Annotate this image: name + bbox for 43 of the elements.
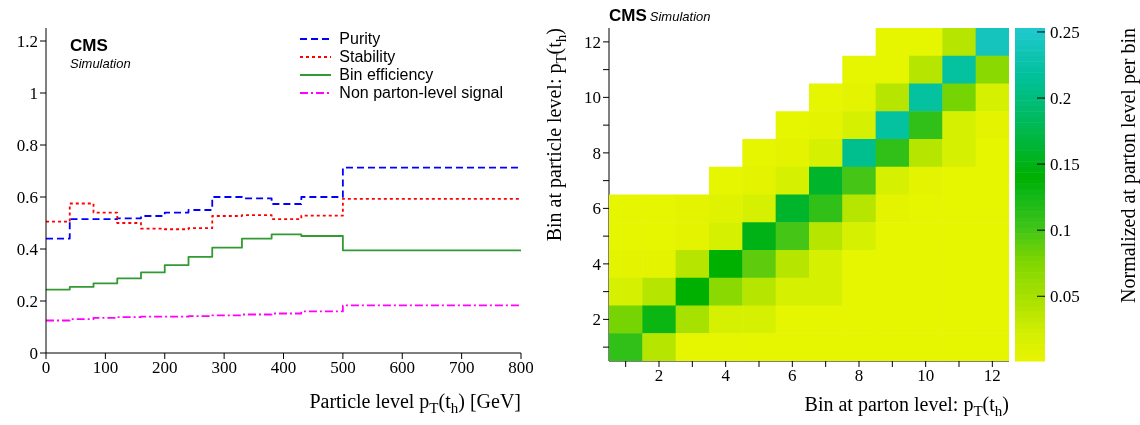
x-tick-label: 6 [788,366,797,386]
x-axis-title: Bin at parton level: p$_{T}$(t$_{h}$) [804,393,1009,419]
y-tick-label: 1 [29,84,38,104]
x-tick-label: 800 [508,358,534,378]
y-tick-label: 0.2 [16,292,38,312]
legend-label: Stability [339,48,396,66]
x-tick-label: 600 [389,358,415,378]
color-bar-label: 0.25 [1050,22,1080,42]
color-bar-title: Normalized at parton level per bin [1117,28,1140,303]
chart-subtitle: Simulation [649,9,711,24]
y-tick-label: 6 [592,199,601,219]
x-tick-label: 400 [270,358,297,378]
color-bar-label: 0.05 [1050,287,1080,307]
x-tick-label: 10 [917,366,935,386]
chart-title: CMS [609,6,647,26]
text: Simulation [70,56,131,71]
x-tick-label: 100 [92,358,119,378]
x-tick-label: 4 [721,366,731,386]
x-tick-label: 500 [330,358,356,378]
x-tick-label: 700 [448,358,475,378]
y-tick-label: 4 [592,254,602,274]
y-tick-label: 1.2 [16,32,38,52]
y-tick-label: 0.6 [16,188,38,208]
color-bar-label: 0.2 [1050,89,1072,109]
legend-label: Non parton-level signal [339,84,503,102]
legend-label: Purity [339,30,381,48]
x-tick-label: 200 [152,358,178,378]
color-bar-label: 0.1 [1050,221,1072,241]
color-bar-label: 0.15 [1050,155,1080,175]
y-tick-label: 0.8 [16,136,38,156]
y-tick-label: 10 [584,88,601,108]
x-tick-label: 300 [211,358,237,378]
y-tick-label: 12 [584,32,601,52]
y-tick-label: 0.4 [16,240,39,260]
y-tick-label: 8 [592,143,601,163]
y-tick-label: 2 [592,310,601,330]
x-tick-label: 2 [654,366,664,386]
x-tick-label: 8 [854,366,864,386]
y-tick-label: 0 [29,344,38,364]
x-axis-title: Particle level p$_{T}$(t$_{h}$) [GeV] [309,390,521,416]
legend-label: Bin efficiency [339,66,434,84]
text: CMS [70,36,109,56]
x-tick-label: 12 [983,366,1001,386]
